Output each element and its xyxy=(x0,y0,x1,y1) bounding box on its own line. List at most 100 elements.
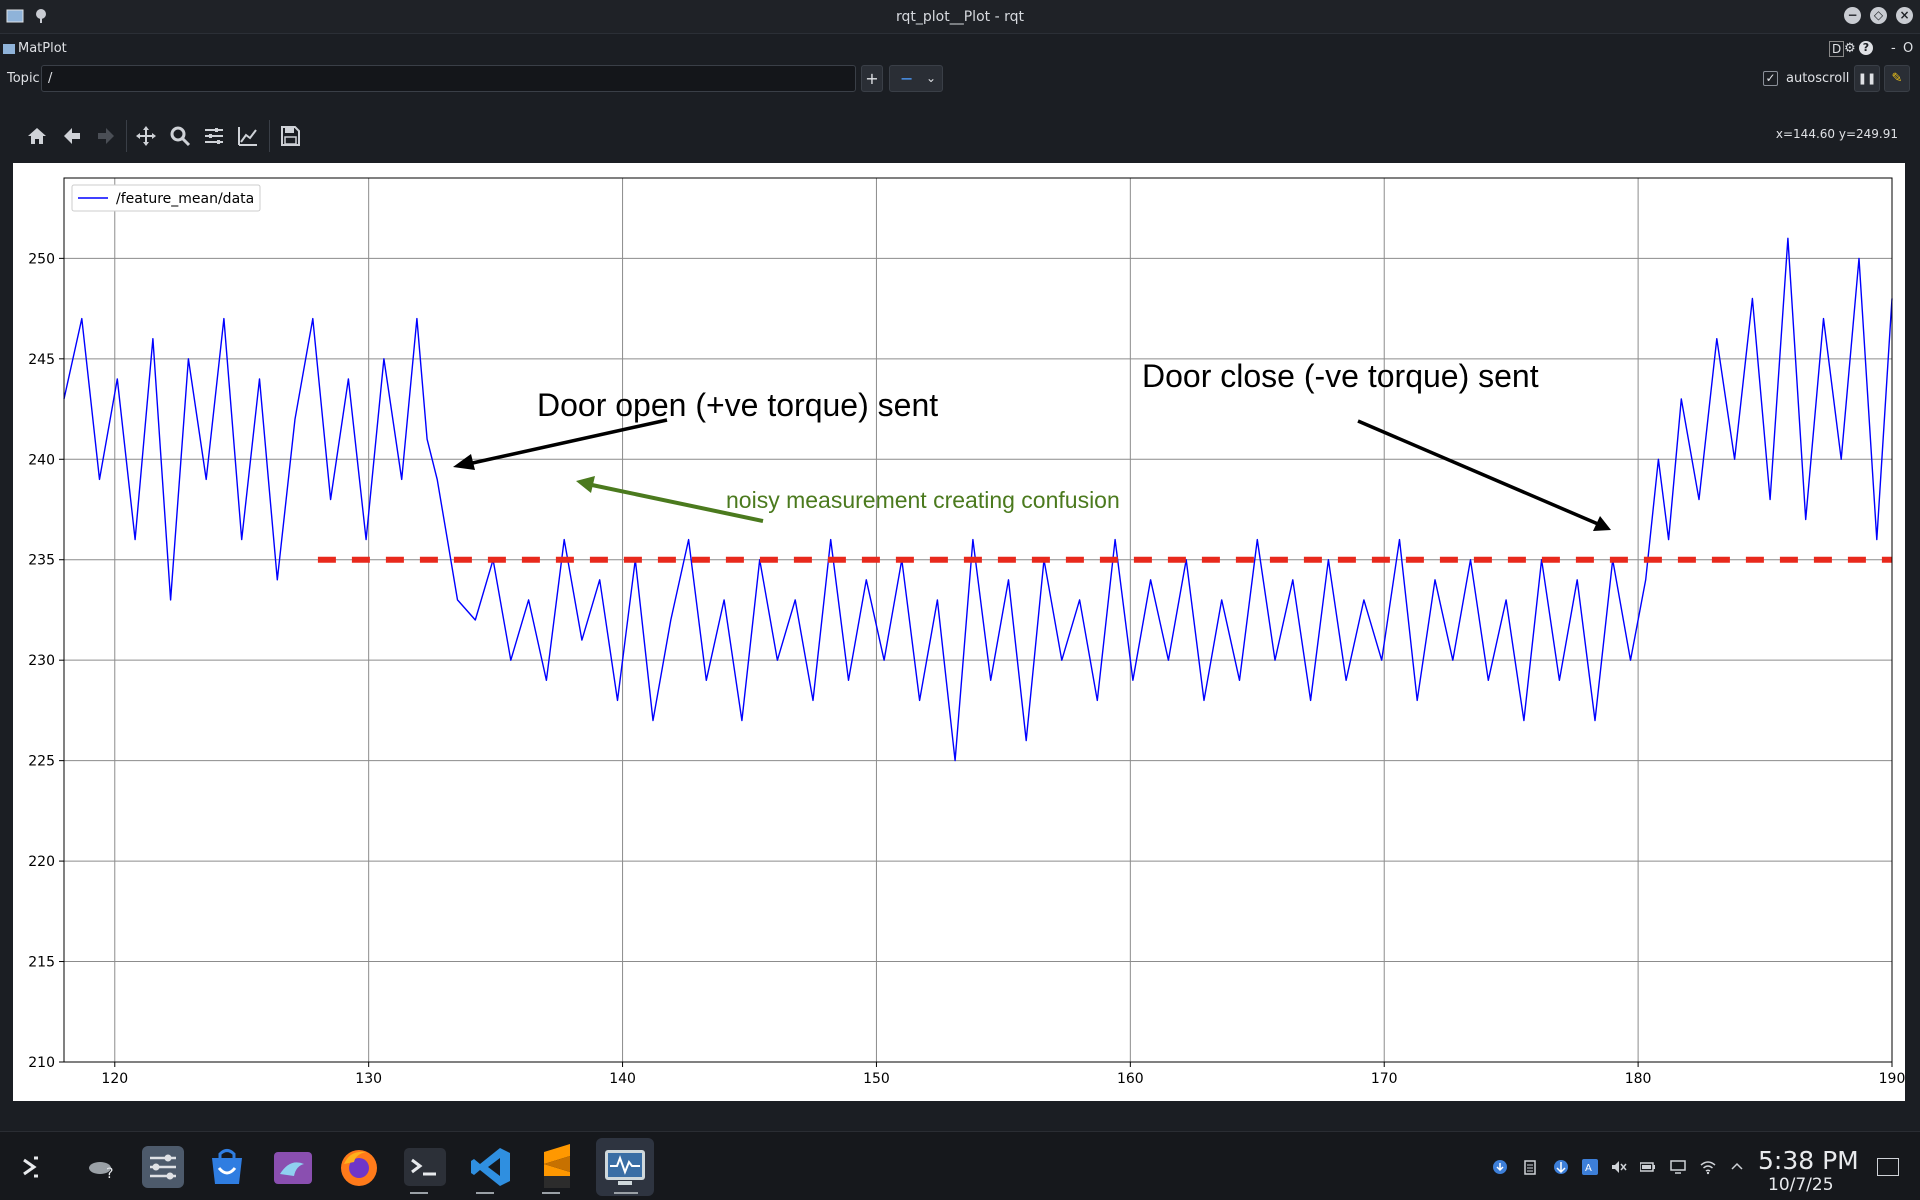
minimize-button[interactable]: − xyxy=(1844,7,1861,24)
running-indicator xyxy=(410,1192,428,1194)
svg-text:A: A xyxy=(1585,1163,1592,1174)
autoscroll-label: autoscroll xyxy=(1786,71,1850,86)
minimize-plugin-button[interactable]: - xyxy=(1891,41,1896,56)
door-open-arrow xyxy=(467,418,668,466)
x-tick-label: 130 xyxy=(355,1071,382,1087)
topic-bar: Topic + − ⌄ ✓ autoscroll ❚❚ ✎ xyxy=(0,62,1920,96)
maximize-button[interactable]: ◇ xyxy=(1870,7,1887,24)
svg-text:?: ? xyxy=(106,1166,113,1182)
weather-icon[interactable]: ? xyxy=(80,1144,126,1190)
cursor-coordinates: x=144.60 y=249.91 xyxy=(1775,127,1898,141)
y-tick-label: 245 xyxy=(28,352,55,368)
system-monitor-icon[interactable] xyxy=(602,1144,648,1190)
pin-icon[interactable] xyxy=(32,7,50,25)
x-tick-label: 180 xyxy=(1625,1071,1652,1087)
annotation-door-open: Door open (+ve torque) sent xyxy=(537,387,938,423)
y-tick-label: 235 xyxy=(28,553,55,569)
legend-label: /feature_mean/data xyxy=(116,191,254,207)
zoom-icon[interactable] xyxy=(168,124,192,148)
firefox-icon[interactable] xyxy=(336,1144,382,1190)
y-tick-label: 230 xyxy=(28,653,55,669)
noisy-arrowhead xyxy=(576,476,595,493)
taskbar: ? A 5:38 PM 10/7/25 xyxy=(0,1131,1920,1200)
plugin-name: MatPlot xyxy=(18,41,67,56)
pause-button[interactable]: ❚❚ xyxy=(1854,65,1880,92)
battery-icon[interactable] xyxy=(1640,1159,1656,1175)
y-tick-label: 225 xyxy=(28,754,55,770)
toolbar-divider xyxy=(269,120,270,152)
topic-input[interactable] xyxy=(41,65,856,92)
clock-date[interactable]: 10/7/25 xyxy=(1768,1175,1834,1195)
chevron-up-icon[interactable] xyxy=(1729,1159,1745,1175)
clipboard-icon[interactable] xyxy=(1522,1159,1538,1175)
y-tick-label: 220 xyxy=(28,854,55,870)
annotation-door-close: Door close (-ve torque) sent xyxy=(1142,358,1539,394)
plot-canvas[interactable]: 120 130 140 150 160 170 180 190 210 215 220 225 230 2… xyxy=(13,163,1905,1101)
y-tick-label: 215 xyxy=(28,955,55,971)
y-tick-label: 250 xyxy=(28,251,55,267)
back-arrow-icon[interactable] xyxy=(60,124,84,148)
chevron-down-icon: ⌄ xyxy=(926,71,937,85)
window-title: rqt_plot__Plot - rqt xyxy=(896,9,1024,25)
autoscroll-checkbox[interactable]: ✓ xyxy=(1763,71,1778,86)
system-settings-icon[interactable] xyxy=(140,1144,186,1190)
subplots-config-icon[interactable] xyxy=(202,124,226,148)
plot-toolbar xyxy=(0,112,1920,158)
wifi-icon[interactable] xyxy=(1700,1159,1716,1175)
pan-icon[interactable] xyxy=(134,124,158,148)
settings-gear-icon[interactable]: ⚙ xyxy=(1844,41,1856,56)
clear-plot-button[interactable]: ✎ xyxy=(1884,65,1910,92)
close-button[interactable]: × xyxy=(1896,7,1913,24)
axes-edit-icon[interactable] xyxy=(236,124,260,148)
status-strip xyxy=(0,1106,1920,1116)
input-method-icon[interactable]: A xyxy=(1582,1159,1598,1175)
x-tick-label: 140 xyxy=(609,1071,636,1087)
x-tick-label: 170 xyxy=(1371,1071,1398,1087)
x-tick-label: 190 xyxy=(1879,1071,1905,1087)
y-tick-label: 210 xyxy=(28,1055,55,1071)
app-icon xyxy=(6,9,24,23)
noisy-arrow xyxy=(591,483,764,523)
remove-topic-button[interactable]: − ⌄ xyxy=(889,65,943,92)
x-tick-label: 160 xyxy=(1117,1071,1144,1087)
show-desktop-button[interactable] xyxy=(1877,1158,1899,1176)
volume-muted-icon[interactable] xyxy=(1611,1159,1627,1175)
x-tick-label: 120 xyxy=(101,1071,128,1087)
remove-label: − xyxy=(900,69,914,88)
running-indicator xyxy=(614,1192,638,1194)
display-icon[interactable] xyxy=(1670,1159,1686,1175)
legend-box xyxy=(71,184,261,212)
door-open-arrowhead xyxy=(453,454,475,470)
toolbar-divider xyxy=(126,120,127,152)
close-plugin-button[interactable]: O xyxy=(1903,41,1914,56)
updates-icon[interactable] xyxy=(1492,1159,1508,1175)
running-indicator xyxy=(542,1192,560,1194)
launcher-icon[interactable] xyxy=(8,1144,54,1190)
door-close-arrowhead xyxy=(1593,516,1611,531)
forward-arrow-icon[interactable] xyxy=(94,124,118,148)
chart-svg[interactable]: 120 130 140 150 160 170 180 190 210 215 220 225 230 2… xyxy=(13,163,1905,1101)
annotation-noisy: noisy measurement creating confusion xyxy=(726,487,1120,513)
add-topic-button[interactable]: + xyxy=(861,65,883,92)
legend: /feature_mean/data xyxy=(71,184,261,212)
dock-button[interactable]: D xyxy=(1829,41,1845,57)
running-indicator xyxy=(476,1192,494,1194)
save-icon[interactable] xyxy=(278,124,302,148)
dolphin-files-icon[interactable] xyxy=(270,1144,316,1190)
window-titlebar: rqt_plot__Plot - rqt − ◇ × xyxy=(0,0,1920,34)
plugin-bar: MatPlot D ⚙ ? - O xyxy=(0,36,1920,62)
plugin-icon xyxy=(3,44,15,54)
x-tick-label: 150 xyxy=(863,1071,890,1087)
topic-label: Topic xyxy=(7,71,40,86)
vscode-icon[interactable] xyxy=(468,1144,514,1190)
terminal-icon[interactable] xyxy=(402,1144,448,1190)
series-line-feature-mean xyxy=(63,237,1893,762)
home-icon[interactable] xyxy=(25,124,49,148)
network-vpn-icon[interactable] xyxy=(1553,1159,1569,1175)
help-icon[interactable]: ? xyxy=(1859,41,1873,55)
clock-time[interactable]: 5:38 PM xyxy=(1758,1146,1859,1175)
y-tick-label: 240 xyxy=(28,452,55,468)
door-close-arrow xyxy=(1357,419,1599,526)
discover-store-icon[interactable] xyxy=(204,1144,250,1190)
sublime-icon[interactable] xyxy=(534,1144,580,1190)
